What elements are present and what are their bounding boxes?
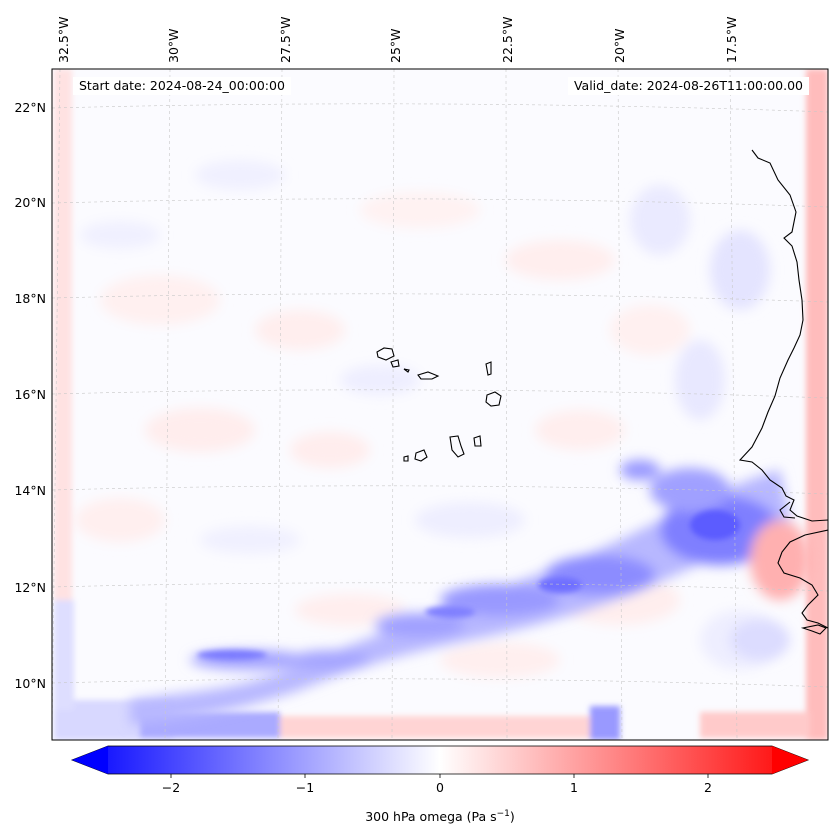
colorbar: −2 −1 0 1 2 300 hPa omega (Pa s−1) [70,745,810,824]
lat-label: 20°N [14,195,46,210]
gridlines [52,69,828,740]
colorbar-label-exponent: −1 [497,809,510,819]
lat-label: 18°N [14,291,46,306]
lon-label: 27.5°W [278,17,293,63]
island-sao-vicente [390,359,400,368]
island-brava [403,455,409,462]
island-santa-luzia [403,368,410,373]
omega-field [54,69,828,740]
colorbar-label-text: 300 hPa omega (Pa s [365,809,496,824]
island-santo-antao [376,347,395,361]
lat-label: 12°N [14,580,46,595]
lat-label: 10°N [14,676,46,691]
lon-label: 20°W [612,28,627,63]
colorbar-tick-label: 1 [570,780,578,795]
colorbar-tick-marks [170,774,709,778]
lat-label: 14°N [14,483,46,498]
lat-label: 16°N [14,387,46,402]
colorbar-min-extend [72,746,108,774]
colorbar-body [70,745,810,775]
colorbar-max-extend [772,746,808,774]
lon-label: 30°W [166,28,181,63]
island-sal [485,361,492,376]
colorbar-tick-label: −2 [162,780,180,795]
longitude-labels: 32.5°W 30°W 27.5°W 25°W 22.5°W 20°W 17.5… [56,17,739,63]
lon-label: 25°W [388,28,403,63]
island-maio [473,435,482,447]
map-panel [52,69,828,740]
lon-label: 17.5°W [724,17,739,63]
island-fogo [414,449,428,462]
boundary-band [54,69,828,740]
gambia-senegal-coast [779,501,796,519]
island-sao-nicolau [417,371,440,380]
start-date-label: Start date: 2024-08-24_00:00:00 [73,77,291,95]
colorbar-tick-label: 0 [436,780,444,795]
coastline [738,149,828,635]
africa-coast [738,149,828,522]
island-santiago [449,435,465,458]
colorbar-tick-label: 2 [704,780,712,795]
lon-label: 22.5°W [500,17,515,63]
ascent-cores [197,510,740,660]
latitude-labels: 22°N 20°N 18°N 16°N 14°N 12°N 10°N [14,100,46,691]
colorbar-label-close: ) [510,809,515,824]
colorbar-tick-label: −1 [296,780,314,795]
colorbar-tick-labels: −2 −1 0 1 2 [162,780,712,795]
colorbar-label: 300 hPa omega (Pa s−1) [365,809,515,824]
valid-date-label: Valid_date: 2024-08-26T11:00:00.00 [567,77,809,95]
lon-label: 32.5°W [56,17,71,63]
map-frame [51,68,829,741]
cape-verde-islands [376,347,502,462]
island-boa-vista [485,391,502,407]
lat-label: 22°N [14,100,46,115]
guinea-bissau-coast [777,529,828,629]
bijagos-coast [800,624,827,635]
